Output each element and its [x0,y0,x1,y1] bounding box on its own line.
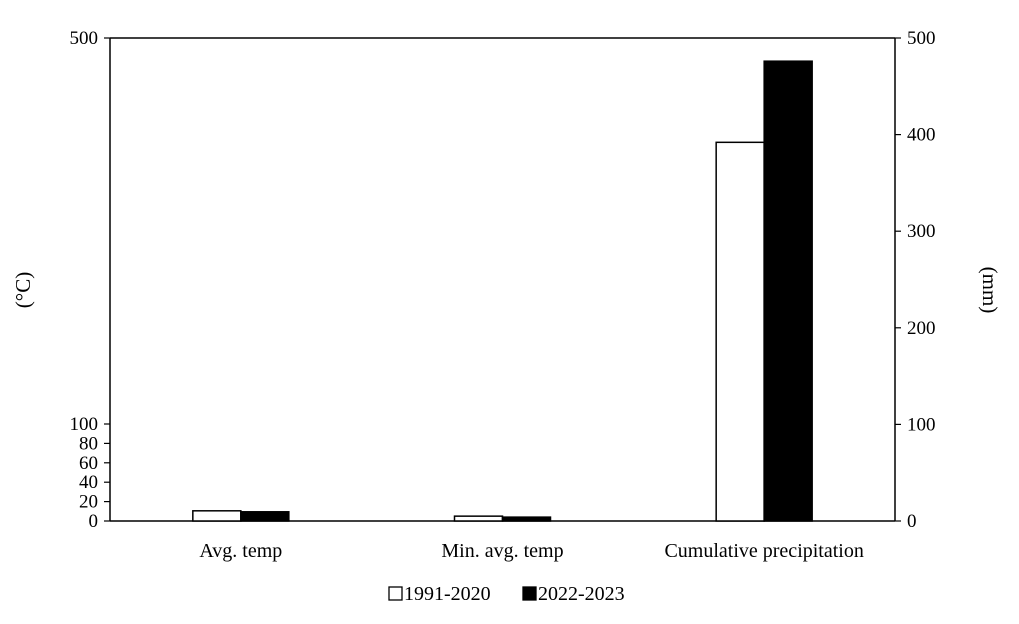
right-tick-label: 0 [907,511,917,532]
legend-label: 2022-2023 [538,583,625,605]
legend-label: 1991-2020 [404,583,491,605]
left-tick-label: 20 [79,492,98,513]
right-tick-label: 400 [907,125,936,146]
left-tick-label: 0 [89,511,99,532]
right-tick-label: 300 [907,221,936,242]
right-tick-label: 200 [907,318,936,339]
bar-baseline [453,515,504,522]
category-label: Min. avg. temp [441,540,563,562]
left-tick-label: 60 [79,453,98,474]
left-tick-label: 100 [70,414,99,435]
right-tick-label: 100 [907,414,936,435]
bar-recent [763,60,813,522]
category-label: Avg. temp [199,540,282,562]
right-tick-label: 500 [907,28,936,49]
legend-swatch [522,586,537,601]
bar-recent [501,516,552,522]
bar-baseline [715,141,765,522]
category-label: Cumulative precipitation [664,540,863,562]
right-axis-ticks: 0 100 200 300 400 500 [895,28,936,532]
legend-swatch [388,586,403,601]
bars [192,60,813,522]
left-tick-label: 40 [79,472,98,493]
legend: 1991-2020 2022-2023 [388,583,625,605]
left-tick-label: 500 [70,28,99,49]
bar-baseline [192,510,242,522]
bar-recent [240,511,290,522]
category-labels: Avg. temp Min. avg. temp Cumulative precip… [199,540,864,562]
right-axis-title: (mm) [978,267,1002,314]
left-axis-title: (°C) [11,272,35,308]
left-tick-label: 80 [79,433,98,454]
